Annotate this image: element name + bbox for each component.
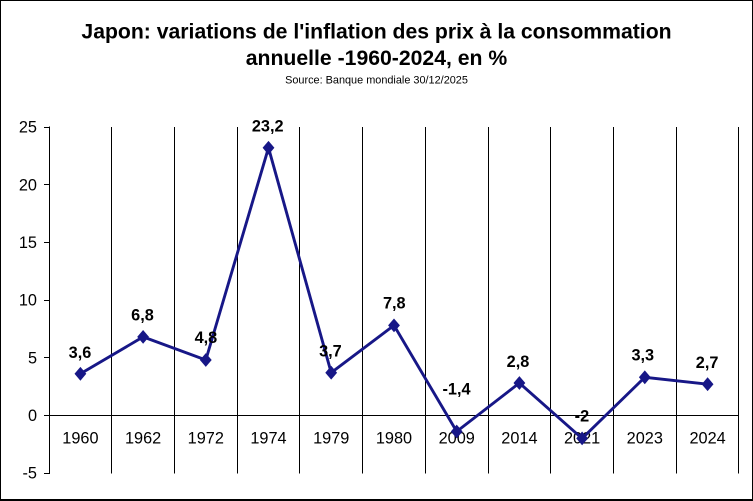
svg-text:-2: -2: [575, 407, 589, 425]
svg-text:-5: -5: [23, 465, 37, 483]
svg-text:Source: Banque mondiale 30/12/: Source: Banque mondiale 30/12/2025: [285, 75, 468, 87]
svg-text:2023: 2023: [627, 430, 663, 448]
svg-text:5: 5: [28, 349, 37, 367]
svg-text:4,8: 4,8: [195, 329, 218, 347]
svg-text:2024: 2024: [689, 430, 725, 448]
svg-text:annuelle -1960-2024, en %: annuelle -1960-2024, en %: [246, 47, 508, 70]
svg-text:10: 10: [19, 292, 37, 310]
svg-text:Japon: variations de l'inflati: Japon: variations de l'inflation des pri…: [81, 21, 671, 44]
svg-text:25: 25: [19, 119, 37, 137]
svg-text:1979: 1979: [313, 430, 349, 448]
svg-text:3,3: 3,3: [631, 347, 654, 365]
svg-text:7,8: 7,8: [383, 295, 406, 313]
svg-text:23,2: 23,2: [252, 117, 284, 135]
svg-text:2,7: 2,7: [696, 354, 719, 372]
svg-text:0: 0: [28, 407, 37, 425]
svg-text:2014: 2014: [501, 430, 537, 448]
svg-text:1972: 1972: [188, 430, 224, 448]
svg-text:20: 20: [19, 176, 37, 194]
svg-text:2009: 2009: [439, 430, 475, 448]
svg-text:1974: 1974: [250, 430, 286, 448]
svg-text:1960: 1960: [62, 430, 98, 448]
svg-text:2,8: 2,8: [507, 353, 530, 371]
svg-text:6,8: 6,8: [131, 307, 154, 325]
svg-text:-1,4: -1,4: [442, 381, 470, 399]
svg-text:3,6: 3,6: [69, 344, 92, 362]
svg-text:3,7: 3,7: [319, 343, 342, 361]
svg-text:1962: 1962: [125, 430, 161, 448]
svg-text:15: 15: [19, 234, 37, 252]
svg-text:1980: 1980: [376, 430, 412, 448]
